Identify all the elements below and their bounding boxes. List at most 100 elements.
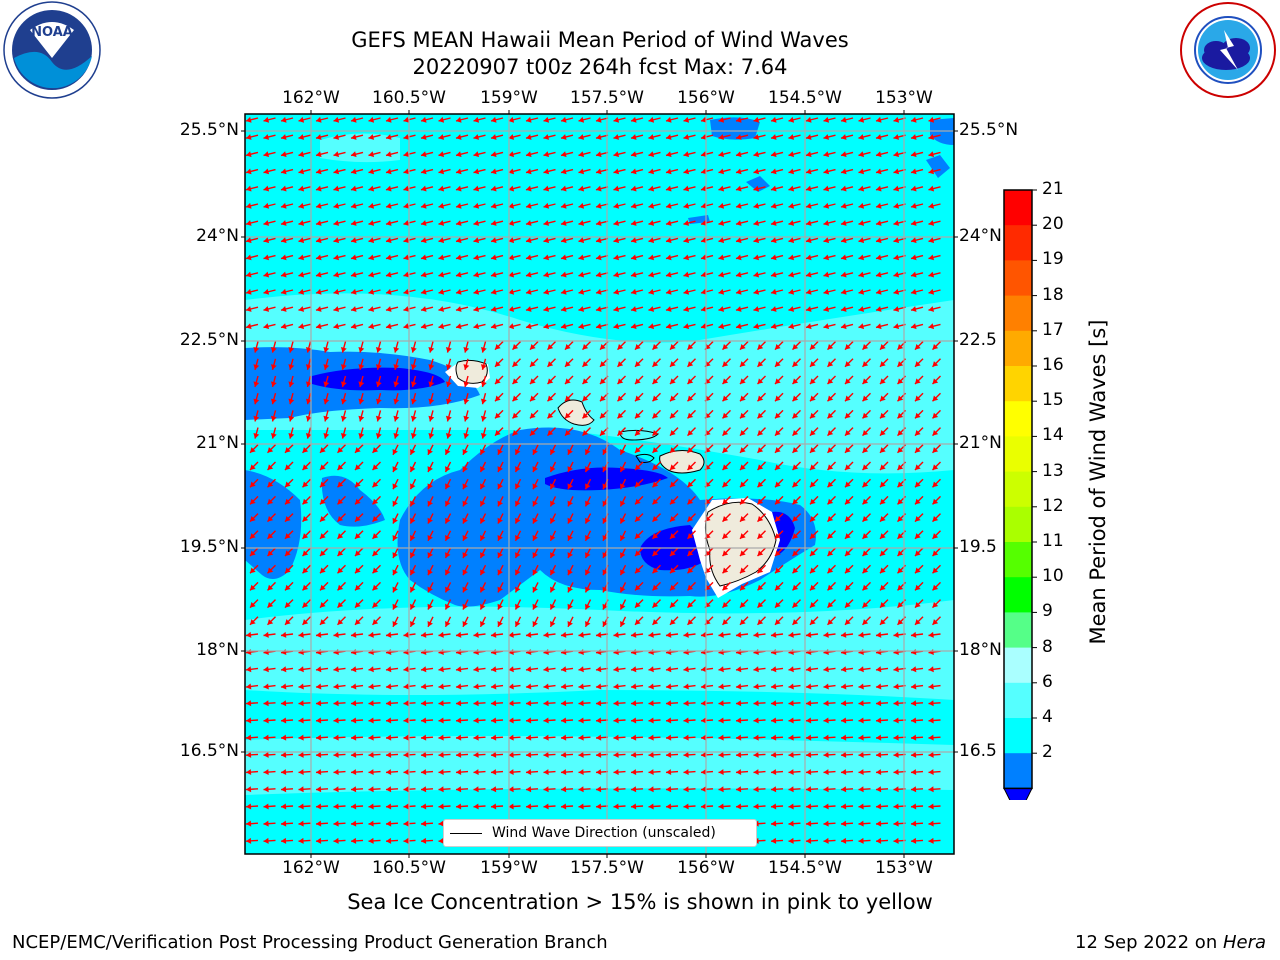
wind-arrow <box>427 478 434 490</box>
wind-arrow <box>302 444 311 454</box>
wind-arrow <box>700 202 714 209</box>
wind-arrow <box>634 358 644 368</box>
wind-arrow <box>757 444 766 454</box>
wind-arrow <box>514 496 522 507</box>
wind-arrow <box>368 151 381 158</box>
wind-arrow <box>739 581 749 591</box>
wind-arrow <box>613 271 626 278</box>
wind-arrow <box>284 461 294 471</box>
wind-arrow <box>368 820 381 827</box>
wind-arrow <box>617 427 626 437</box>
wind-arrow <box>665 220 679 226</box>
wind-arrow <box>739 392 749 402</box>
wind-arrow <box>875 134 889 140</box>
wind-arrow <box>409 461 417 473</box>
wind-arrow <box>840 306 854 312</box>
wind-arrow <box>805 168 819 175</box>
wind-arrow <box>543 220 556 226</box>
wind-arrow <box>840 323 854 330</box>
wind-arrow <box>774 375 784 385</box>
wind-arrow <box>372 461 381 471</box>
wind-arrow <box>914 616 924 626</box>
wind-arrow <box>897 478 906 488</box>
wind-arrow <box>280 323 294 330</box>
wind-arrow <box>613 116 626 123</box>
wind-arrow <box>288 427 295 439</box>
lon-top-label: 156°W <box>677 88 735 108</box>
wind-arrow <box>910 751 924 758</box>
colorbar-tick-label: 17 <box>1042 319 1064 340</box>
wind-arrow <box>910 666 924 673</box>
wind-arrow <box>619 564 627 576</box>
wind-arrow <box>718 769 731 776</box>
wind-arrow <box>480 375 487 388</box>
wind-arrow <box>687 599 696 609</box>
wind-arrow <box>368 631 381 638</box>
wind-arrow <box>480 427 487 439</box>
wind-arrow <box>578 700 591 707</box>
wind-arrow <box>595 803 609 810</box>
wind-arrow <box>613 306 626 312</box>
wind-arrow <box>494 392 504 402</box>
wind-arrow <box>753 134 766 140</box>
wind-arrow <box>648 649 661 656</box>
wind-arrow <box>543 803 556 810</box>
wind-arrow <box>298 185 311 192</box>
wind-arrow <box>497 513 504 524</box>
wind-arrow <box>875 323 889 330</box>
wind-arrow <box>602 582 609 593</box>
wind-arrow <box>910 683 924 690</box>
wind-arrow <box>584 496 592 507</box>
wind-arrow <box>560 237 574 244</box>
map-axis-ticks <box>241 110 958 858</box>
wind-arrow <box>700 271 714 278</box>
wind-arrow <box>479 461 487 473</box>
wind-arrow <box>648 734 661 741</box>
wind-arrow <box>479 530 487 542</box>
wind-arrow <box>879 392 889 402</box>
wind-arrow <box>375 393 382 405</box>
wind-arrow <box>319 547 329 557</box>
wind-arrow <box>844 358 854 368</box>
wind-arrow <box>284 616 294 626</box>
wind-arrow <box>770 786 784 793</box>
colorbar-segment <box>1004 436 1032 473</box>
wind-arrow <box>508 306 521 312</box>
wind-arrow <box>490 803 504 810</box>
wind-arrow <box>354 616 364 626</box>
wind-arrow <box>700 683 714 690</box>
wind-arrow <box>630 323 644 330</box>
wind-arrow <box>319 616 329 626</box>
wind-arrow <box>735 717 749 724</box>
wind-arrow <box>333 786 346 793</box>
wind-arrow <box>613 323 626 330</box>
wind-arrow <box>284 478 294 488</box>
wind-arrow <box>512 409 521 419</box>
wind-arrow <box>683 786 696 793</box>
wind-arrow <box>455 202 469 209</box>
wind-arrow <box>827 461 836 471</box>
wind-arrow <box>438 271 451 278</box>
wind-arrow <box>735 323 749 330</box>
lat-left-label: 16.5°N <box>179 741 239 761</box>
wind-arrow <box>652 392 661 402</box>
wind-arrow <box>340 393 347 405</box>
wind-arrow <box>619 547 627 559</box>
wind-arrow <box>932 530 941 540</box>
wind-arrow <box>455 168 469 175</box>
wind-arrow <box>932 375 941 385</box>
wind-arrow <box>444 616 452 628</box>
wind-arrow <box>823 769 836 776</box>
wind-arrow <box>805 151 819 158</box>
wind-arrow <box>770 220 784 226</box>
wind-arrow <box>392 461 399 473</box>
wind-arrow <box>263 271 276 278</box>
wind-arrow <box>914 461 924 471</box>
wind-arrow <box>350 323 364 330</box>
wind-arrow <box>700 288 714 295</box>
wind-arrow <box>844 564 854 574</box>
wind-arrow <box>245 700 259 707</box>
wind-arrow <box>840 717 854 724</box>
wind-arrow <box>479 444 487 456</box>
wind-arrow <box>525 116 539 123</box>
